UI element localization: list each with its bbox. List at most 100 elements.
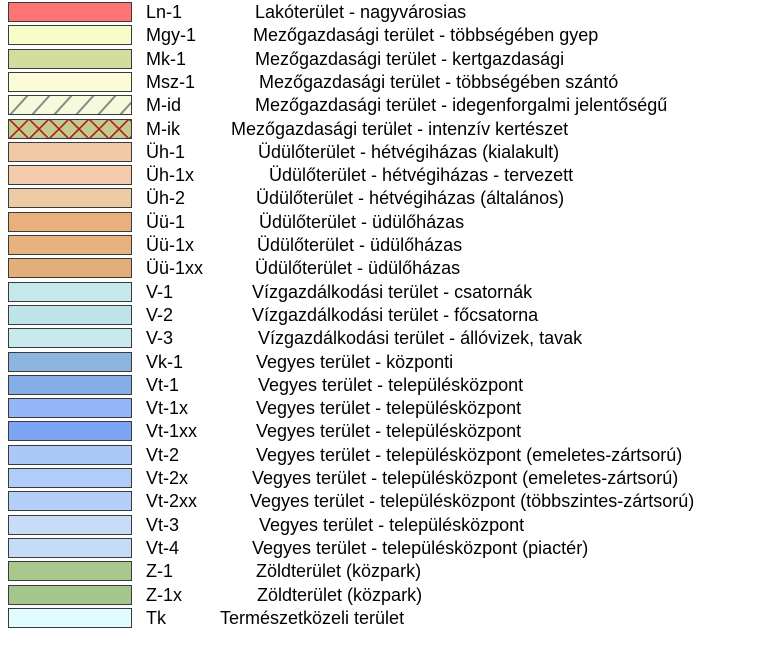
legend-code: Vt-1 <box>146 374 180 395</box>
hatch-line <box>31 96 51 115</box>
legend-row: Üh-1x Üdülőterület - hétvégiházas - terve… <box>0 164 776 187</box>
legend-label: Üdülőterület - üdülőházas <box>257 235 463 255</box>
legend-row: Z-1 Zöldterület (közpark) <box>0 560 776 583</box>
hatch-line <box>108 119 130 138</box>
legend-swatch <box>8 235 132 255</box>
legend-swatch <box>8 25 132 46</box>
hatch-line <box>28 119 50 138</box>
legend-label: Vegyes terület - településközpont <box>256 421 522 442</box>
legend-code: Üh-1x <box>146 165 195 186</box>
legend-swatch <box>8 95 132 116</box>
legend-label: Zöldterület (közpark) <box>256 561 422 582</box>
legend-row: Vt-3 Vegyes terület - településközpont <box>0 514 776 537</box>
legend-row: Vt-2xx Vegyes terület - településközpont … <box>0 490 776 513</box>
hatch-line <box>9 96 29 115</box>
legend-row: M-id Mezőgazdasági terület - idegenforgal… <box>0 94 776 117</box>
legend-label: Vegyes terület - településközpont <box>256 398 522 419</box>
legend-code: Vt-1x <box>146 398 189 419</box>
legend-label: Mezőgazdasági terület - többségében szán… <box>259 71 619 92</box>
legend-row: Üh-2 Üdülőterület - hétvégiházas (általán… <box>0 187 776 210</box>
legend-label: Üdülőterület - üdülőházas <box>259 211 465 232</box>
legend-row: Üü-1xx Üdülőterület - üdülőházas <box>0 257 776 280</box>
legend-code: Vt-2 <box>146 444 180 465</box>
legend-row: V-2 Vízgazdálkodási terület - főcsatorna <box>0 304 776 327</box>
legend-label: Vegyes terület - településközpont (emele… <box>252 468 679 488</box>
legend-swatch <box>8 211 132 232</box>
legend-code: Vt-2xx <box>146 491 198 512</box>
legend-label: Mezőgazdasági terület - kertgazdasági <box>255 48 565 69</box>
legend-code: Üh-2 <box>146 188 186 209</box>
legend-label: Zöldterület (közpark) <box>257 584 423 605</box>
legend-swatch <box>8 304 132 325</box>
legend-row: Msz-1 Mezőgazdasági terület - többségében… <box>0 71 776 94</box>
legend-row: Üü-1x Üdülőterület - üdülőházas <box>0 234 776 257</box>
legend-swatch <box>8 351 132 372</box>
hatch-line <box>68 119 90 138</box>
legend-label: Vegyes terület - településközpont <box>258 374 524 395</box>
legend-code: V-3 <box>146 328 174 349</box>
legend-row: V-3 Vízgazdálkodási terület - állóvizek, … <box>0 327 776 350</box>
legend-label: Vegyes terület - településközpont (emele… <box>256 444 683 465</box>
legend-row: Vt-1x Vegyes terület - településközpont <box>0 397 776 420</box>
legend-row: Ln-1 Lakóterület - nagyvárosias <box>0 1 776 24</box>
legend-swatch <box>8 188 132 209</box>
hatch-line <box>75 96 95 115</box>
legend-code: Vk-1 <box>146 351 184 372</box>
hatch-line <box>88 119 110 138</box>
legend-code: M-id <box>146 95 181 116</box>
diagonal-hatch-pattern <box>9 96 131 115</box>
legend-label: Mezőgazdasági terület - intenzív kertész… <box>231 118 569 139</box>
legend-swatch <box>8 165 132 186</box>
legend-swatch <box>8 48 132 69</box>
legend-label: Vízgazdálkodási terület - állóvizek, tav… <box>258 328 583 349</box>
legend-swatch <box>8 514 132 535</box>
legend-row: M-ik Mezőgazdasági terület - intenzív ker… <box>0 118 776 141</box>
legend-code: Ln-1 <box>146 2 183 22</box>
legend-row: Vk-1 Vegyes terület - központi <box>0 351 776 374</box>
hatch-line <box>48 119 70 138</box>
legend-label: Vízgazdálkodási terület - csatornák <box>252 281 533 302</box>
legend-label: Vízgazdálkodási terület - főcsatorna <box>252 304 539 325</box>
legend-swatch <box>8 421 132 442</box>
legend-row: Z-1x Zöldterület (közpark) <box>0 584 776 607</box>
legend-swatch <box>8 328 132 349</box>
legend-code: Vt-1xx <box>146 421 198 442</box>
legend-code: Üü-1 <box>146 211 186 232</box>
legend-code: Vt-2x <box>146 468 189 488</box>
legend-swatch <box>8 374 132 395</box>
legend-swatch <box>8 584 132 605</box>
legend-code: Z-1 <box>146 561 173 582</box>
legend-swatch <box>8 607 132 628</box>
legend-label: Lakóterület - nagyvárosias <box>255 2 467 22</box>
legend-label: Vegyes terület - településközpont (többs… <box>250 491 695 512</box>
legend-swatch <box>8 118 132 139</box>
legend-row: Vt-4 Vegyes terület - településközpont (p… <box>0 537 776 560</box>
cross-hatch-pattern <box>9 119 131 138</box>
legend-swatch <box>8 561 132 582</box>
legend-code: Üü-1xx <box>146 258 204 279</box>
hatch-line <box>119 101 131 115</box>
legend-row: Üü-1 Üdülőterület - üdülőházas <box>0 211 776 234</box>
legend-label: Vegyes terület - településközpont <box>259 514 525 535</box>
legend-code: Mgy-1 <box>146 25 197 46</box>
legend-code: V-1 <box>146 281 174 302</box>
legend-code: Üh-1 <box>146 141 186 162</box>
hatch-line <box>97 96 117 115</box>
legend-row: Vt-1 Vegyes terület - településközpont <box>0 374 776 397</box>
legend-code: Vt-3 <box>146 514 180 535</box>
legend-code: Tk <box>146 607 166 628</box>
legend-code: Z-1x <box>146 584 182 605</box>
hatch-line <box>9 119 30 138</box>
legend-label: Üdülőterület - hétvégiházas (általános) <box>256 188 565 209</box>
legend-code: Mk-1 <box>146 48 186 69</box>
hatch-line <box>53 96 73 115</box>
legend-row: V-1 Vízgazdálkodási terület - csatornák <box>0 281 776 304</box>
legend-row: Vt-2 Vegyes terület - településközpont (e… <box>0 444 776 467</box>
legend-swatch <box>8 537 132 558</box>
legend-swatch <box>8 491 132 512</box>
legend-row: Üh-1 Üdülőterület - hétvégiházas (kialaku… <box>0 141 776 164</box>
legend-label: Üdülőterület - hétvégiházas - tervezett <box>269 165 574 186</box>
hatch-line <box>128 119 131 122</box>
legend-label: Vegyes terület - központi <box>256 351 454 372</box>
